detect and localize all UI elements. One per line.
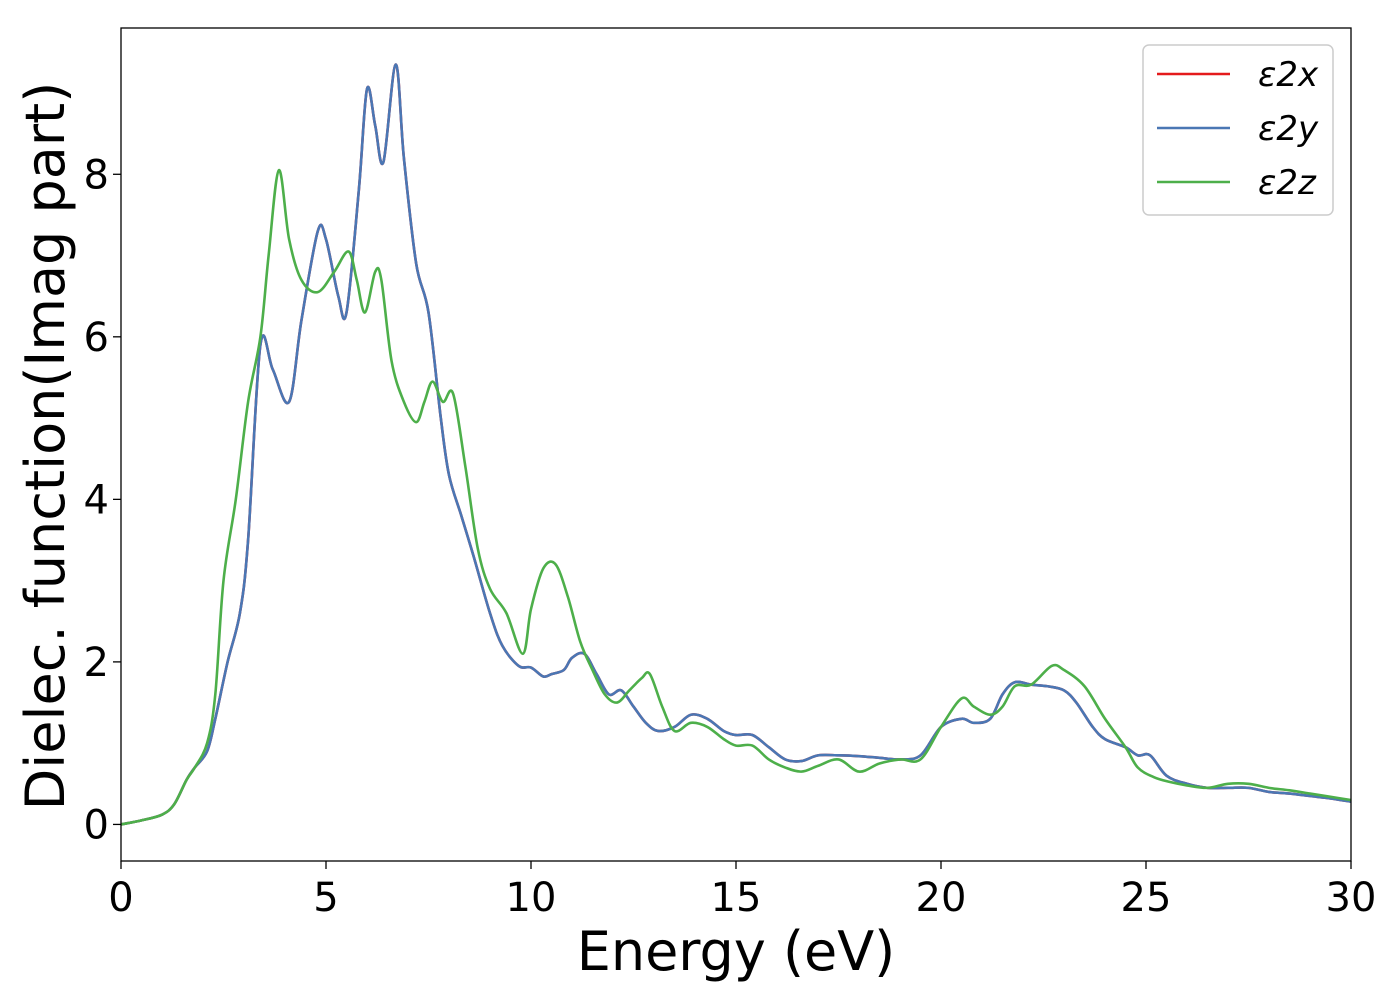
x-tick-label: 15: [711, 875, 762, 921]
legend-label-1: ε2x: [1258, 55, 1319, 95]
legend-label-2: ε2y: [1258, 109, 1319, 149]
legend-label-3: ε2z: [1258, 163, 1317, 203]
legend-box: [1142, 44, 1334, 216]
x-tick-label: 10: [506, 875, 557, 921]
series-line-2: [121, 63, 1351, 826]
x-tick-label: 25: [1121, 875, 1172, 921]
y-tick-label: 8: [84, 152, 109, 198]
series-layer: [121, 63, 1351, 826]
series-line-3: [121, 168, 1351, 826]
y-tick-label: 2: [84, 640, 109, 686]
x-axis-title: Energy (eV): [577, 920, 896, 983]
x-tick-label: 30: [1326, 875, 1377, 921]
y-tick-label: 6: [84, 315, 109, 361]
y-tick-label: 4: [84, 477, 109, 523]
x-tick-label: 20: [916, 875, 967, 921]
x-tick-label: 5: [313, 875, 338, 921]
x-tick-label: 0: [108, 875, 133, 921]
y-axis-title: Dielec. function(Imag part): [14, 82, 77, 811]
y-axis-ticks: 0 2 4 6 8: [84, 152, 121, 848]
legend: ε2x ε2y ε2z: [1142, 44, 1334, 216]
x-axis-ticks: 0 5 10 15 20 25 30: [108, 861, 1376, 921]
y-tick-label: 0: [84, 802, 109, 848]
